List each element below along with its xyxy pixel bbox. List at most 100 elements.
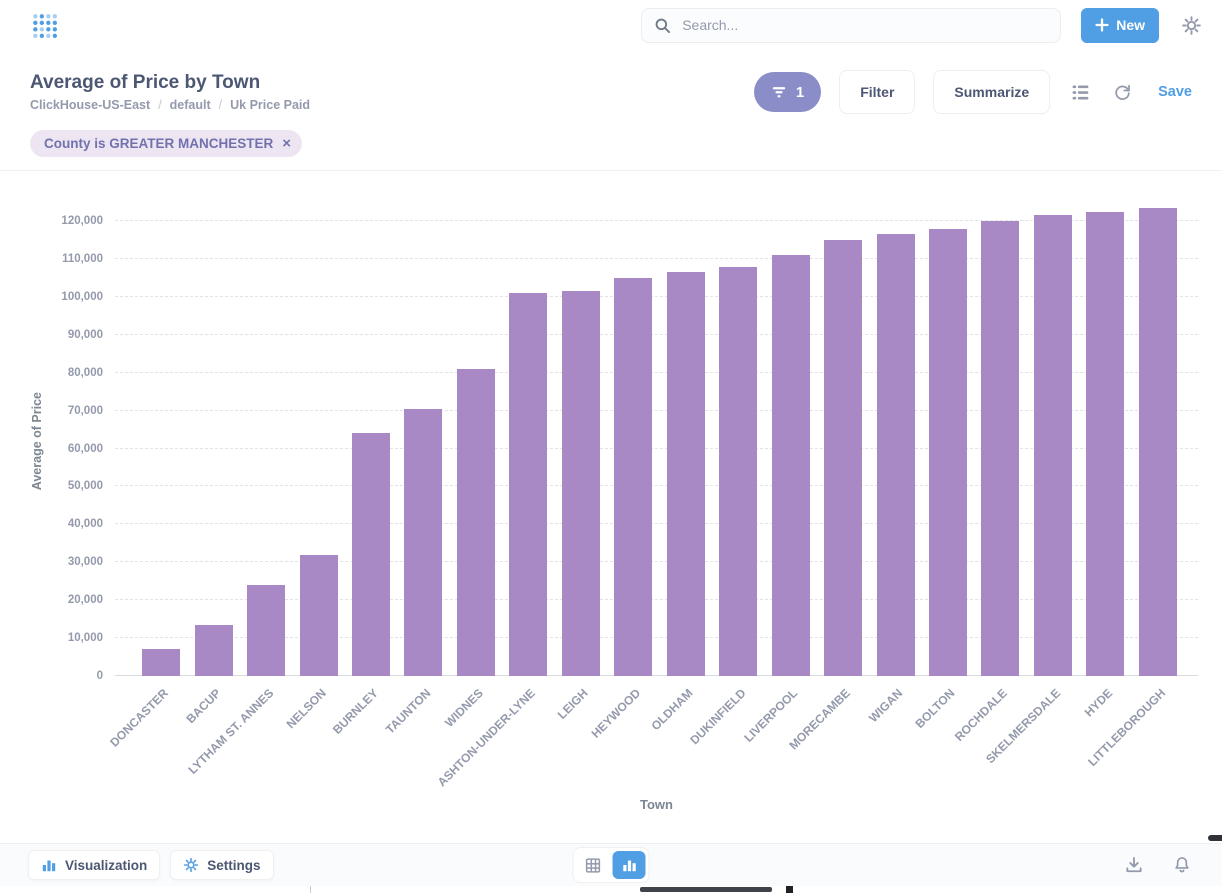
y-tick-label: 20,000 xyxy=(67,594,103,607)
visualization-button-label: Visualization xyxy=(65,857,148,873)
search-icon xyxy=(654,17,671,34)
filter-chip[interactable]: County is GREATER MANCHESTER × xyxy=(30,130,303,157)
filter-button[interactable]: Filter xyxy=(839,70,916,114)
page-title[interactable]: Average of Price by Town xyxy=(30,72,261,93)
bar-rochdale[interactable] xyxy=(981,221,1020,676)
x-tick-label: HYDE xyxy=(1081,686,1116,720)
bar-slot: NELSON xyxy=(283,206,344,731)
gridline xyxy=(115,220,1198,222)
bar-bolton[interactable] xyxy=(929,228,968,676)
filter-chip-row: County is GREATER MANCHESTER × xyxy=(0,128,1222,171)
gridline xyxy=(115,637,1198,639)
bar-slot: HEYWOOD xyxy=(589,206,659,741)
y-tick-label: 80,000 xyxy=(67,366,103,379)
bar-slot: LYTHAM ST. ANNES xyxy=(185,206,292,777)
bar-slot: SKELMERSDALE xyxy=(983,206,1079,766)
filter-count-pill[interactable]: 1 xyxy=(753,72,822,112)
clipped-content-fragment xyxy=(786,886,793,893)
x-tick-label: LEIGH xyxy=(554,686,591,722)
refresh-icon xyxy=(1113,83,1132,102)
y-tick-label: 40,000 xyxy=(67,518,103,531)
x-tick-label: BACUP xyxy=(183,686,224,727)
gridline xyxy=(115,295,1198,297)
save-button[interactable]: Save xyxy=(1152,80,1198,104)
clipped-content-fragment xyxy=(640,887,772,892)
clipped-bottom-strip xyxy=(0,886,1222,893)
bar-slot: DUKINFIELD xyxy=(687,206,764,747)
settings-button-label: Settings xyxy=(207,857,261,873)
notebook-editor-button[interactable] xyxy=(1068,80,1093,105)
settings-button[interactable]: Settings xyxy=(170,850,274,880)
filter-chip-label: County is GREATER MANCHESTER xyxy=(44,136,274,151)
bar-littleborough[interactable] xyxy=(1138,207,1177,676)
bar-chart-icon xyxy=(621,857,637,873)
gridline xyxy=(115,599,1198,601)
y-tick-label: 30,000 xyxy=(67,556,103,569)
chart-view-button[interactable] xyxy=(612,851,646,879)
bar-slot: BOLTON xyxy=(913,206,974,731)
breadcrumb: ClickHouse-US-East / default / Uk Price … xyxy=(30,98,310,112)
funnel-icon xyxy=(771,84,787,100)
download-button[interactable] xyxy=(1122,853,1146,877)
gridline xyxy=(115,409,1198,411)
bar-bacup[interactable] xyxy=(194,624,233,676)
bar-widnes[interactable] xyxy=(456,368,495,676)
bar-hyde[interactable] xyxy=(1086,211,1125,676)
x-axis-line xyxy=(115,675,1198,676)
refresh-button[interactable] xyxy=(1111,81,1134,104)
clipped-ui-fragment xyxy=(1208,835,1222,841)
bar-wigan[interactable] xyxy=(876,234,915,676)
breadcrumb-separator: / xyxy=(218,98,223,112)
x-tick-label: OLDHAM xyxy=(648,686,696,734)
y-tick-label: 120,000 xyxy=(61,215,103,228)
breadcrumb-schema[interactable]: default xyxy=(169,98,211,112)
bar-slot: LEIGH xyxy=(555,206,607,722)
bell-icon xyxy=(1172,855,1192,875)
bar-slot: BACUP xyxy=(184,206,239,726)
x-tick-label: BOLTON xyxy=(912,686,958,731)
bar-slot: MORECAMBE xyxy=(787,206,869,752)
bar-skelmersdale[interactable] xyxy=(1033,215,1072,676)
bar-ashton-under-lyne[interactable] xyxy=(509,293,548,676)
x-tick-label: BURNLEY xyxy=(330,686,381,737)
bar-leigh[interactable] xyxy=(561,291,600,676)
settings-gear-button[interactable] xyxy=(1179,13,1204,38)
bar-dukinfield[interactable] xyxy=(719,266,758,676)
new-button[interactable]: New xyxy=(1081,7,1159,43)
metabase-logo[interactable] xyxy=(28,9,60,41)
summarize-button[interactable]: Summarize xyxy=(933,70,1051,114)
y-tick-label: 100,000 xyxy=(61,290,103,303)
x-tick-label: DUKINFIELD xyxy=(686,686,749,748)
filter-count: 1 xyxy=(795,83,805,101)
remove-filter-icon[interactable]: × xyxy=(282,135,292,152)
table-grid-icon xyxy=(585,857,602,874)
chart-card: Average of Price 0 10,000 20,000 30,000 40,0… xyxy=(0,171,1222,843)
bar-heywood[interactable] xyxy=(614,278,653,676)
bar-morecambe[interactable] xyxy=(824,240,863,676)
bar-burnley[interactable] xyxy=(352,433,391,676)
bar-slot: ASHTON-UNDER-LYNE xyxy=(435,206,554,789)
gear-icon xyxy=(183,857,199,873)
y-tick-label: 60,000 xyxy=(67,442,103,455)
alerts-bell-button[interactable] xyxy=(1170,853,1194,877)
breadcrumb-separator: / xyxy=(158,98,162,112)
bar-liverpool[interactable] xyxy=(771,255,810,676)
x-tick-label: ROCHDALE xyxy=(952,686,1011,744)
bar-slot: DONCASTER xyxy=(107,206,187,750)
bar-taunton[interactable] xyxy=(404,408,443,676)
table-view-button[interactable] xyxy=(577,851,610,879)
visualization-footer-bar: Visualization Settings xyxy=(0,843,1222,886)
plus-icon xyxy=(1095,18,1109,32)
search-input[interactable] xyxy=(680,16,1049,34)
bar-doncaster[interactable] xyxy=(142,649,181,676)
breadcrumb-table[interactable]: Uk Price Paid xyxy=(230,98,311,112)
search-bar[interactable] xyxy=(641,7,1062,43)
bar-oldham[interactable] xyxy=(666,272,705,676)
table-chart-toggle xyxy=(572,847,650,883)
bar-nelson[interactable] xyxy=(299,554,338,676)
x-tick-label: HEYWOOD xyxy=(588,686,644,741)
breadcrumb-database[interactable]: ClickHouse-US-East xyxy=(30,98,151,112)
visualization-button[interactable]: Visualization xyxy=(28,850,161,880)
bars-container: DONCASTER BACUP LYTHAM ST. ANNES NELSON BURN… xyxy=(107,206,1184,789)
bar-lytham-st-annes[interactable] xyxy=(247,585,286,676)
